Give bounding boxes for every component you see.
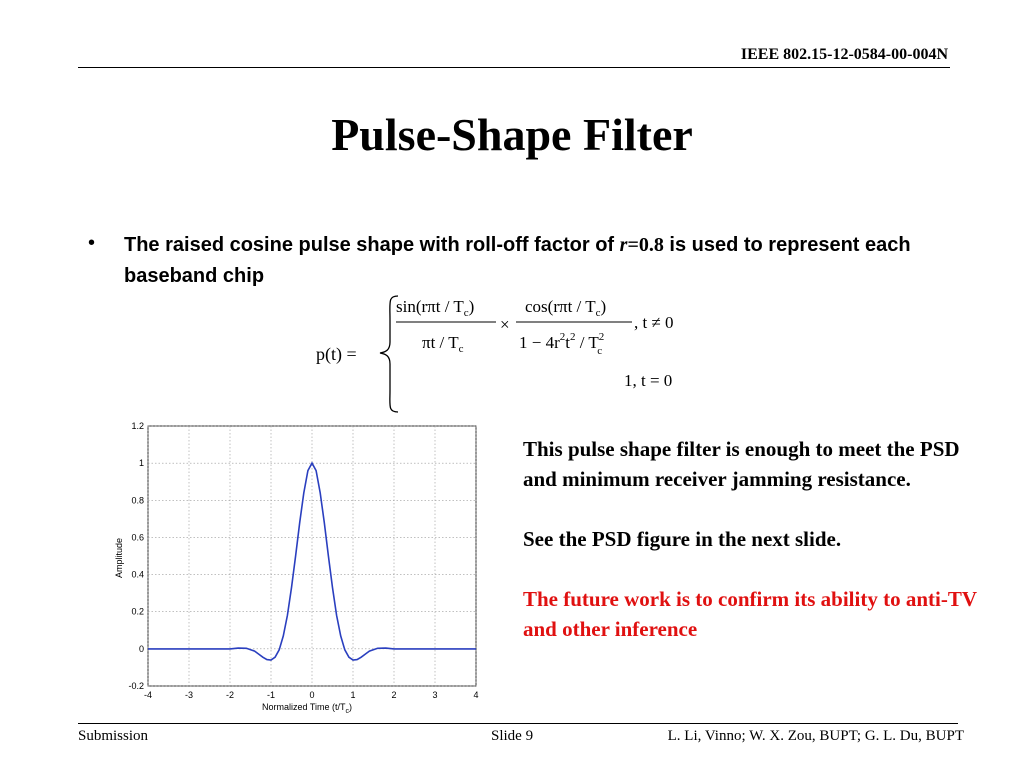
plot-tick-labels: -4 -3 -2 -1 0 1 2 3 4 -0.2 0 0.2 0.4 0.6 0.8 1 1.2 — [128, 421, 478, 700]
roll-off-symbol: r — [619, 234, 628, 256]
y-tick-label: 1.2 — [131, 421, 144, 431]
pulse-shape-plot: -4 -3 -2 -1 0 1 2 3 4 -0.2 0 0.2 0.4 0.6 0.8 1 1.2 Norma… — [114, 421, 479, 715]
note-psd: This pulse shape filter is enough to mee… — [523, 437, 960, 491]
footer-authors: L. Li, Vinno; W. X. Zou, BUPT; G. L. Du,… — [667, 728, 964, 744]
x-tick-label: 1 — [350, 690, 355, 700]
roll-off-value: =0.8 — [627, 234, 664, 256]
bullet-marker: • — [88, 232, 96, 254]
raised-cosine-formula: p(t) = sin(rπt / Tc) πt / Tc × cos(rπt /… — [316, 295, 674, 413]
note-future-work: The future work is to confirm its abilit… — [523, 587, 977, 641]
y-tick-label: 0.6 — [131, 532, 144, 542]
formula-brace — [379, 295, 399, 413]
x-tick-label: 0 — [309, 690, 314, 700]
series-line — [148, 461, 476, 661]
bullet-text-start: The raised cosine pulse shape with roll-… — [124, 234, 620, 256]
y-tick-label: 1 — [139, 458, 144, 468]
note-spacer — [523, 554, 993, 584]
note-spacer — [523, 494, 993, 524]
y-tick-label: 0.2 — [131, 607, 144, 617]
formula-case-2: 1, t = 0 — [624, 371, 672, 390]
y-axis-label: Amplitude — [114, 538, 124, 578]
x-axis-label: Normalized Time (t/Tc) — [262, 702, 352, 715]
formula-numerator-1: sin(rπt / Tc) — [396, 297, 474, 319]
formula-lhs: p(t) = — [316, 344, 357, 365]
formula-times: × — [500, 315, 510, 334]
footer-divider — [78, 723, 958, 724]
footer-submission: Submission — [78, 728, 149, 744]
x-tick-label: -2 — [226, 690, 234, 700]
formula-numerator-2: cos(rπt / Tc) — [525, 297, 606, 319]
bullet-text: The raised cosine pulse shape with roll-… — [124, 230, 924, 292]
y-tick-label: 0 — [139, 644, 144, 654]
x-tick-label: 3 — [432, 690, 437, 700]
footer-slide-number: Slide 9 — [491, 728, 534, 744]
header-divider — [78, 67, 950, 68]
x-tick-label: 2 — [391, 690, 396, 700]
y-tick-label: 0.8 — [131, 495, 144, 505]
note-next-slide: See the PSD figure in the next slide. — [523, 527, 842, 551]
y-tick-label: 0.4 — [131, 570, 144, 580]
formula-denominator-2: 1 − 4r2t2 / T2 c — [519, 331, 604, 357]
x-tick-label: -3 — [185, 690, 193, 700]
x-tick-label: -1 — [267, 690, 275, 700]
document-id: IEEE 802.15-12-0584-00-004N — [740, 46, 948, 63]
formula-denominator-1: πt / Tc — [422, 333, 464, 355]
slide-title: Pulse-Shape Filter — [331, 109, 693, 160]
y-tick-label: -0.2 — [128, 681, 144, 691]
side-notes: This pulse shape filter is enough to mee… — [523, 434, 993, 644]
x-tick-label: 4 — [473, 690, 478, 700]
x-tick-label: -4 — [144, 690, 152, 700]
formula-condition-1: , t ≠ 0 — [634, 313, 674, 332]
bullet-text-end: is used to represent each baseband chip — [124, 234, 911, 287]
